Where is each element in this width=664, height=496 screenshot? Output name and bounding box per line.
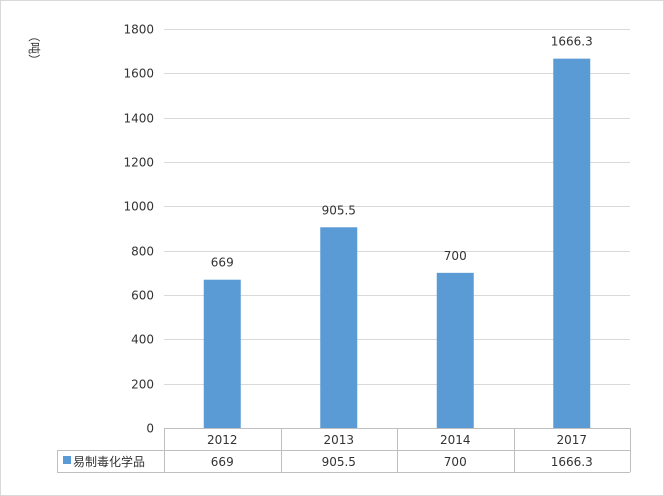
bar-data-label: 700 xyxy=(444,249,467,263)
y-tick-label: 400 xyxy=(131,333,154,347)
y-tick-label: 0 xyxy=(146,422,154,436)
table-cell: 700 xyxy=(444,455,467,469)
data-table: 2012 669 2013 905.5 2014 700 2017 1666.3 易制毒化学品 xyxy=(57,428,631,473)
x-tick-label: 2013 xyxy=(323,433,354,447)
y-tick-label: 800 xyxy=(131,245,154,259)
y-tick-label: 200 xyxy=(131,378,154,392)
bar xyxy=(203,279,241,428)
y-tick-label: 600 xyxy=(131,289,154,303)
table-cell: 669 xyxy=(211,455,234,469)
bar xyxy=(553,58,591,428)
y-tick-label: 1400 xyxy=(123,112,154,126)
y-tick-label: 1600 xyxy=(123,67,154,81)
bars xyxy=(203,58,591,428)
legend-series-name: 易制毒化学品 xyxy=(73,454,145,469)
x-tick-label: 2017 xyxy=(556,433,587,447)
bar-data-labels: 669 905.5 700 1666.3 xyxy=(211,35,593,270)
legend-swatch xyxy=(63,456,71,464)
y-tick-labels: 0 200 400 600 800 1000 1200 1400 1600 1800 xyxy=(123,23,154,436)
bar-data-label: 905.5 xyxy=(322,203,356,217)
table-cell: 1666.3 xyxy=(551,455,593,469)
x-tick-label: 2012 xyxy=(207,433,238,447)
bar xyxy=(436,272,474,428)
bar-data-label: 669 xyxy=(211,256,234,270)
bar-data-label: 1666.3 xyxy=(551,35,593,49)
y-tick-label: 1800 xyxy=(123,23,154,37)
bar xyxy=(320,227,358,428)
y-tick-label: 1000 xyxy=(123,200,154,214)
x-tick-label: 2014 xyxy=(440,433,471,447)
gridlines xyxy=(164,29,630,385)
table-cell: 905.5 xyxy=(322,455,356,469)
y-axis-label: （吨） xyxy=(27,30,41,66)
y-tick-label: 1200 xyxy=(123,156,154,170)
